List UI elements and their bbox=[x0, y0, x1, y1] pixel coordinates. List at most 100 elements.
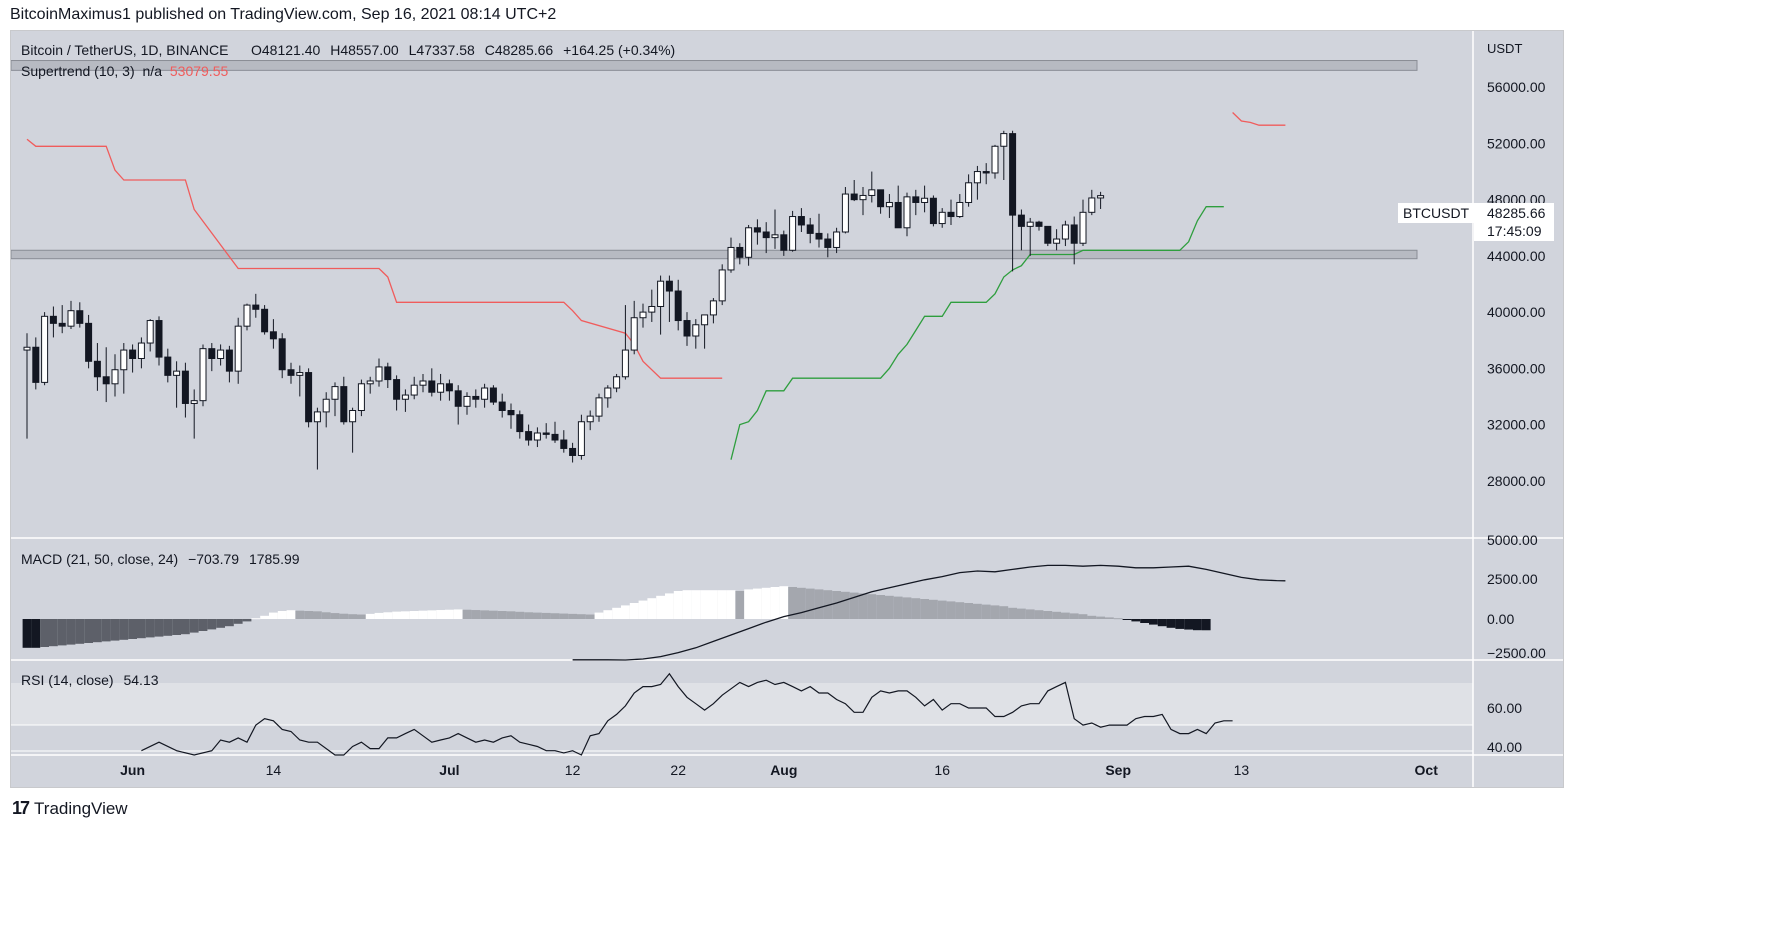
macd-histogram-bar bbox=[559, 613, 569, 619]
candle-body-down bbox=[912, 196, 920, 203]
candle bbox=[437, 373, 445, 401]
price-tick-label: 56000.00 bbox=[1487, 79, 1546, 95]
candle-body-down bbox=[340, 386, 348, 423]
legend-change: +164.25 (+0.34%) bbox=[563, 42, 675, 58]
rsi-band bbox=[11, 683, 1473, 725]
candle-body-down bbox=[208, 348, 216, 359]
candle bbox=[234, 317, 242, 384]
macd-histogram-bar bbox=[409, 611, 419, 619]
candle-body-up bbox=[217, 349, 225, 359]
macd-histogram-bar bbox=[594, 612, 604, 619]
candle bbox=[789, 210, 797, 252]
candle-body-up bbox=[111, 369, 119, 385]
price-badge[interactable]: BTCUSDT 48285.66 17:45:09 bbox=[1398, 203, 1554, 241]
candle bbox=[894, 185, 902, 229]
candle-body-down bbox=[445, 383, 453, 392]
candle-body-up bbox=[991, 145, 999, 174]
price-tick-label: 36000.00 bbox=[1487, 360, 1546, 376]
candle-body-down bbox=[551, 433, 559, 441]
macd-histogram-bar bbox=[392, 611, 401, 619]
candle-body-up bbox=[41, 315, 49, 383]
legend-o-label: O bbox=[251, 42, 262, 58]
macd-histogram-bar bbox=[365, 613, 375, 619]
candle-body-down bbox=[753, 227, 761, 233]
chart-container[interactable]: 56000.00 52000.00 48000.00 44000.00 40000.00… bbox=[10, 30, 1564, 788]
rsi-value: 54.13 bbox=[123, 672, 158, 688]
legend-low: 47337.58 bbox=[416, 42, 475, 58]
candle-body-down bbox=[762, 231, 770, 239]
candle bbox=[991, 144, 999, 179]
candle-body-down bbox=[93, 360, 101, 378]
candle-body-up bbox=[604, 387, 612, 399]
macd-histogram-bar bbox=[497, 611, 507, 619]
candle-body-up bbox=[410, 384, 418, 396]
chart-svg[interactable]: 56000.0052000.0048000.0044000.0040000.00… bbox=[10, 31, 1563, 787]
footer-brand-text: TradingView bbox=[34, 798, 128, 818]
macd-histogram-bar bbox=[321, 612, 331, 619]
candle-body-down bbox=[472, 395, 480, 400]
candle-body-down bbox=[665, 280, 673, 292]
macd-histogram-bar bbox=[893, 596, 903, 619]
candle bbox=[489, 385, 497, 405]
macd-histogram-bar bbox=[902, 597, 912, 619]
macd-histogram-bar bbox=[621, 605, 630, 619]
macd-histogram-bar bbox=[937, 600, 947, 619]
candle bbox=[1000, 130, 1008, 180]
price-axis[interactable]: 56000.0052000.0048000.0044000.0040000.00… bbox=[1487, 79, 1546, 755]
candle-body-up bbox=[1088, 197, 1096, 213]
macd-histogram-bar bbox=[277, 611, 287, 619]
candle-body-up bbox=[296, 372, 304, 376]
legend-rsi: RSI (14, close) 54.13 bbox=[21, 672, 159, 688]
macd-histogram-bar bbox=[383, 612, 393, 619]
candle-body-down bbox=[102, 376, 110, 385]
candle bbox=[850, 179, 858, 202]
macd-histogram-bar bbox=[946, 601, 956, 619]
candle-body-down bbox=[683, 320, 691, 337]
macd-histogram-bar bbox=[489, 610, 498, 619]
macd-histogram-bar bbox=[480, 610, 489, 619]
candle bbox=[1088, 189, 1096, 216]
publisher-line: BitcoinMaximus1 published on TradingView… bbox=[10, 6, 557, 23]
macd-histogram-bar bbox=[1122, 619, 1132, 620]
price-badge-bg bbox=[1474, 203, 1554, 241]
candle bbox=[982, 163, 990, 185]
candle-body-up bbox=[718, 269, 726, 302]
candle-body-up bbox=[709, 300, 717, 316]
supertrend-na: n/a bbox=[143, 63, 163, 79]
candle-body-up bbox=[173, 370, 181, 376]
candle bbox=[542, 423, 550, 439]
symbol-badge-bg bbox=[1398, 203, 1474, 223]
candle bbox=[692, 319, 700, 349]
macd-histogram-bar bbox=[585, 614, 595, 619]
candle-body-down bbox=[1009, 133, 1017, 216]
macd-histogram-bar bbox=[189, 619, 199, 633]
candle bbox=[164, 348, 172, 383]
candle bbox=[313, 407, 321, 470]
candle-body-up bbox=[956, 201, 964, 218]
time-axis[interactable]: Jun 14 Jul 12 22 Aug 16 Sep 13 Oct bbox=[120, 762, 1438, 778]
candle bbox=[797, 208, 805, 232]
footer-brand[interactable]: 17 TradingView bbox=[12, 798, 128, 819]
candle-body-up bbox=[1053, 238, 1061, 244]
candle bbox=[498, 393, 506, 418]
candle bbox=[58, 305, 66, 334]
candle bbox=[225, 345, 233, 383]
candle-body-down bbox=[560, 439, 568, 449]
candle bbox=[947, 199, 955, 225]
candle-body-up bbox=[375, 366, 383, 382]
supertrend-label: Supertrend (10, 3) bbox=[21, 63, 135, 79]
candle-body-down bbox=[164, 356, 172, 376]
candle bbox=[630, 300, 638, 355]
candle bbox=[1061, 220, 1069, 247]
macd-histogram-bar bbox=[761, 587, 771, 619]
candle bbox=[956, 194, 964, 218]
candle-body-down bbox=[252, 304, 260, 310]
candle-body-down bbox=[877, 189, 885, 208]
candle bbox=[1070, 216, 1078, 265]
candle bbox=[595, 393, 603, 422]
macd-histogram-bar bbox=[225, 619, 234, 627]
macd-histogram-bar bbox=[242, 619, 252, 622]
macd-histogram-bar bbox=[251, 618, 261, 620]
candle-body-up bbox=[1000, 133, 1008, 147]
price-tick-label: 28000.00 bbox=[1487, 473, 1546, 489]
